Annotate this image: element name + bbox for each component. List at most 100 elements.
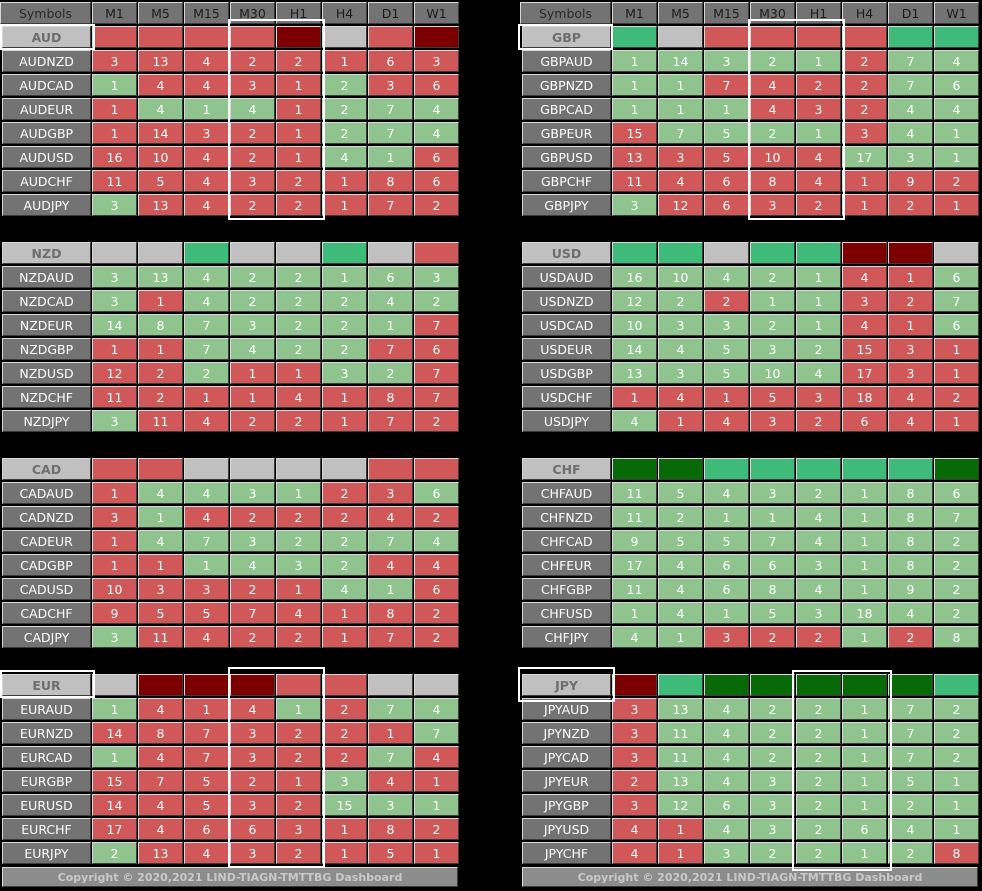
symbol-nzdaud[interactable]: NZDAUD	[2, 266, 91, 288]
symbol-eurjpy[interactable]: EURJPY	[2, 842, 91, 864]
symbol-euraud[interactable]: EURAUD	[2, 698, 91, 720]
value-cell: 2	[322, 746, 367, 768]
symbol-usdnzd[interactable]: USDNZD	[522, 290, 611, 312]
value-cell: 6	[414, 338, 459, 360]
value-cell: 4	[888, 386, 933, 408]
currency-selector-eur[interactable]: EUR	[2, 674, 91, 696]
symbol-nzdusd[interactable]: NZDUSD	[2, 362, 91, 384]
symbol-eurnzd[interactable]: EURNZD	[2, 722, 91, 744]
currency-selector-cad[interactable]: CAD	[2, 458, 91, 480]
symbol-jpyeur[interactable]: JPYEUR	[522, 770, 611, 792]
symbol-gbpnzd[interactable]: GBPNZD	[522, 74, 611, 96]
symbol-chfcad[interactable]: CHFCAD	[522, 530, 611, 552]
value-cell: 6	[934, 482, 979, 504]
symbol-eurcad[interactable]: EURCAD	[2, 746, 91, 768]
symbol-chfgbp[interactable]: CHFGBP	[522, 578, 611, 600]
symbol-chfaud[interactable]: CHFAUD	[522, 482, 611, 504]
strength-cell-usd-m1	[612, 242, 657, 264]
value-cell: 4	[276, 602, 321, 624]
value-cell: 2	[796, 74, 841, 96]
symbol-audeur[interactable]: AUDEUR	[2, 98, 91, 120]
symbol-usdcad[interactable]: USDCAD	[522, 314, 611, 336]
symbol-jpygbp[interactable]: JPYGBP	[522, 794, 611, 816]
symbol-cadaud[interactable]: CADAUD	[2, 482, 91, 504]
value-cell: 11	[92, 386, 137, 408]
symbol-usdaud[interactable]: USDAUD	[522, 266, 611, 288]
symbol-eurchf[interactable]: EURCHF	[2, 818, 91, 840]
strength-cell-gbp-m1	[612, 26, 657, 48]
symbol-nzdjpy[interactable]: NZDJPY	[2, 410, 91, 432]
symbol-gbpchf[interactable]: GBPCHF	[522, 170, 611, 192]
symbol-jpynzd[interactable]: JPYNZD	[522, 722, 611, 744]
value-cell: 2	[230, 626, 275, 648]
currency-selector-chf[interactable]: CHF	[522, 458, 611, 480]
value-cell: 2	[184, 362, 229, 384]
value-cell: 7	[750, 530, 795, 552]
currency-selector-jpy[interactable]: JPY	[522, 674, 611, 696]
symbol-cadjpy[interactable]: CADJPY	[2, 626, 91, 648]
value-cell: 3	[414, 50, 459, 72]
value-cell: 1	[704, 602, 749, 624]
value-cell: 3	[796, 602, 841, 624]
value-cell: 5	[658, 530, 703, 552]
symbol-jpychf[interactable]: JPYCHF	[522, 842, 611, 864]
symbol-usdjpy[interactable]: USDJPY	[522, 410, 611, 432]
symbol-nzdchf[interactable]: NZDCHF	[2, 386, 91, 408]
symbol-gbpjpy[interactable]: GBPJPY	[522, 194, 611, 216]
symbol-chfeur[interactable]: CHFEUR	[522, 554, 611, 576]
symbol-cadchf[interactable]: CADCHF	[2, 602, 91, 624]
symbol-audnzd[interactable]: AUDNZD	[2, 50, 91, 72]
symbol-eurgbp[interactable]: EURGBP	[2, 770, 91, 792]
currency-selector-aud[interactable]: AUD	[2, 26, 91, 48]
symbol-audusd[interactable]: AUDUSD	[2, 146, 91, 168]
symbol-usdgbp[interactable]: USDGBP	[522, 362, 611, 384]
value-cell: 1	[138, 506, 183, 528]
symbol-nzdeur[interactable]: NZDEUR	[2, 314, 91, 336]
currency-selector-gbp[interactable]: GBP	[522, 26, 611, 48]
symbol-gbpaud[interactable]: GBPAUD	[522, 50, 611, 72]
symbol-chfnzd[interactable]: CHFNZD	[522, 506, 611, 528]
symbol-nzdgbp[interactable]: NZDGBP	[2, 338, 91, 360]
symbol-audcad[interactable]: AUDCAD	[2, 74, 91, 96]
symbol-jpyaud[interactable]: JPYAUD	[522, 698, 611, 720]
value-cell: 10	[612, 314, 657, 336]
value-cell: 4	[138, 98, 183, 120]
value-cell: 2	[658, 290, 703, 312]
value-cell: 1	[842, 530, 887, 552]
symbol-chfjpy[interactable]: CHFJPY	[522, 626, 611, 648]
symbol-chfusd[interactable]: CHFUSD	[522, 602, 611, 624]
value-cell: 1	[184, 554, 229, 576]
value-cell: 3	[368, 482, 413, 504]
value-cell: 1	[276, 482, 321, 504]
value-cell: 3	[612, 194, 657, 216]
symbol-cadusd[interactable]: CADUSD	[2, 578, 91, 600]
value-cell: 14	[658, 50, 703, 72]
symbol-audchf[interactable]: AUDCHF	[2, 170, 91, 192]
symbol-usdeur[interactable]: USDEUR	[522, 338, 611, 360]
symbol-eurusd[interactable]: EURUSD	[2, 794, 91, 816]
symbol-gbpcad[interactable]: GBPCAD	[522, 98, 611, 120]
symbol-cadeur[interactable]: CADEUR	[2, 530, 91, 552]
symbol-gbpusd[interactable]: GBPUSD	[522, 146, 611, 168]
symbol-jpycad[interactable]: JPYCAD	[522, 746, 611, 768]
symbol-cadnzd[interactable]: CADNZD	[2, 506, 91, 528]
symbol-audjpy[interactable]: AUDJPY	[2, 194, 91, 216]
currency-selector-usd[interactable]: USD	[522, 242, 611, 264]
value-cell: 1	[888, 314, 933, 336]
symbol-usdchf[interactable]: USDCHF	[522, 386, 611, 408]
symbol-audgbp[interactable]: AUDGBP	[2, 122, 91, 144]
symbol-cadgbp[interactable]: CADGBP	[2, 554, 91, 576]
symbol-gbpeur[interactable]: GBPEUR	[522, 122, 611, 144]
value-cell: 1	[704, 506, 749, 528]
symbol-jpyusd[interactable]: JPYUSD	[522, 818, 611, 840]
value-cell: 1	[934, 818, 979, 840]
value-cell: 2	[796, 818, 841, 840]
value-cell: 1	[658, 410, 703, 432]
value-cell: 4	[934, 50, 979, 72]
symbol-nzdcad[interactable]: NZDCAD	[2, 290, 91, 312]
strength-cell-usd-m15	[704, 242, 749, 264]
value-cell: 1	[750, 506, 795, 528]
value-cell: 15	[612, 122, 657, 144]
value-cell: 2	[934, 386, 979, 408]
currency-selector-nzd[interactable]: NZD	[2, 242, 91, 264]
